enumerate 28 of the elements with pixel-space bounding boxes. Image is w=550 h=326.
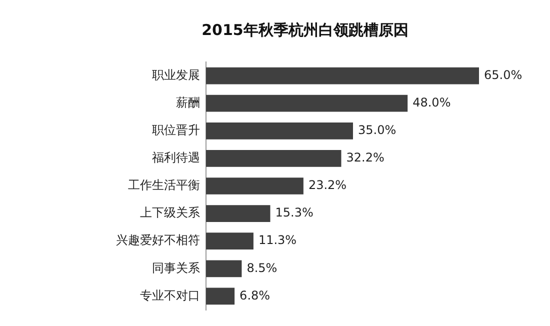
y-tick-label: 上下级关系 xyxy=(140,206,200,220)
chart-title: 2015年秋季杭州白领跳槽原因 xyxy=(202,20,408,39)
bar xyxy=(206,288,235,305)
y-tick-label: 同事关系 xyxy=(152,260,200,275)
bar xyxy=(206,150,342,167)
bar xyxy=(206,122,353,140)
data-label: 15.3% xyxy=(275,206,314,220)
y-tick-label: 福利待遇 xyxy=(152,150,200,165)
y-tick-label: 职位晋升 xyxy=(152,123,200,138)
data-label: 11.3% xyxy=(258,233,297,248)
y-tick-label: 薪酬 xyxy=(176,95,200,110)
y-tick-label: 工作生活平衡 xyxy=(128,178,200,192)
y-tick-label: 兴趣爱好不相符 xyxy=(116,233,200,248)
data-label: 23.2% xyxy=(308,178,347,192)
data-label: 32.2% xyxy=(346,150,384,165)
bar xyxy=(206,94,408,112)
y-tick-label: 专业不对口 xyxy=(140,288,200,302)
bar xyxy=(206,232,254,250)
y-tick-label: 职业发展 xyxy=(152,68,200,82)
data-label: 35.0% xyxy=(358,123,396,138)
data-label: 65.0% xyxy=(484,68,522,82)
bar xyxy=(206,260,242,278)
data-label: 48.0% xyxy=(412,95,451,110)
bar xyxy=(206,178,304,194)
data-label: 8.5% xyxy=(246,260,278,275)
bar xyxy=(206,205,270,222)
bar xyxy=(206,67,479,84)
data-label: 6.8% xyxy=(240,288,270,302)
